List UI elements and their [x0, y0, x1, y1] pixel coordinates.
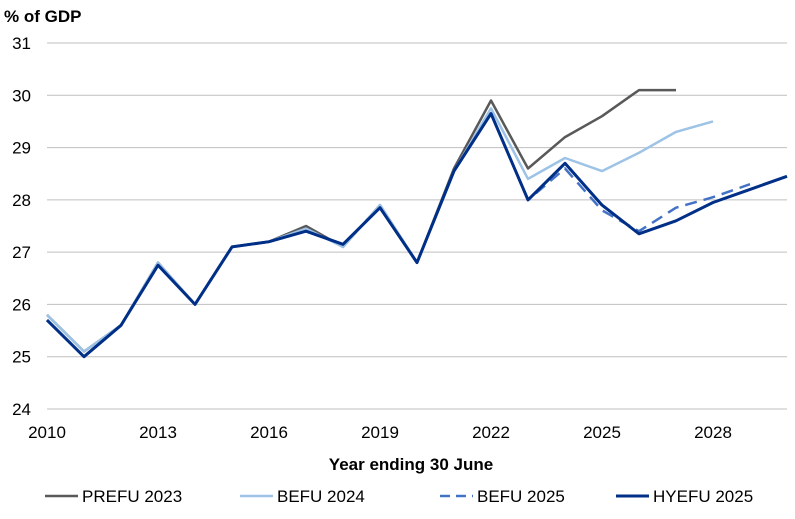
x-tick-label: 2025: [583, 423, 621, 442]
gridlines: [47, 42, 787, 410]
y-axis-title: % of GDP: [4, 7, 81, 26]
legend-label: PREFU 2023: [82, 487, 182, 506]
x-axis-title: Year ending 30 June: [329, 455, 493, 474]
legend-label: BEFU 2024: [277, 487, 365, 506]
legend-label: HYEFU 2025: [653, 487, 753, 506]
x-tick-label: 2022: [472, 423, 510, 442]
y-tick-label: 28: [12, 191, 31, 210]
y-tick-label: 30: [12, 86, 31, 105]
x-tick-label: 2028: [694, 423, 732, 442]
y-tick-label: 26: [12, 295, 31, 314]
x-axis: 2010 2013 2016 2019 2022 2025 2028: [28, 423, 732, 442]
series-line-befu-2024: [46, 107, 714, 353]
x-tick-label: 2019: [361, 423, 399, 442]
y-tick-label: 27: [12, 243, 31, 262]
legend-label: BEFU 2025: [477, 487, 565, 506]
x-tick-label: 2016: [250, 423, 288, 442]
series-line-hyefu-2025: [45, 112, 788, 359]
series-lines: [45, 88, 788, 359]
y-tick-label: 31: [12, 34, 31, 53]
series-line-prefu-2023: [46, 88, 676, 353]
y-tick-label: 25: [12, 348, 31, 367]
y-tick-label: 29: [12, 139, 31, 158]
x-tick-label: 2010: [28, 423, 66, 442]
legend: PREFU 2023 BEFU 2024 BEFU 2025 HYEFU 2025: [45, 487, 753, 506]
y-axis: 24 25 26 27 28 29 30 31: [12, 34, 31, 419]
x-tick-label: 2013: [139, 423, 177, 442]
y-tick-label: 24: [12, 400, 31, 419]
